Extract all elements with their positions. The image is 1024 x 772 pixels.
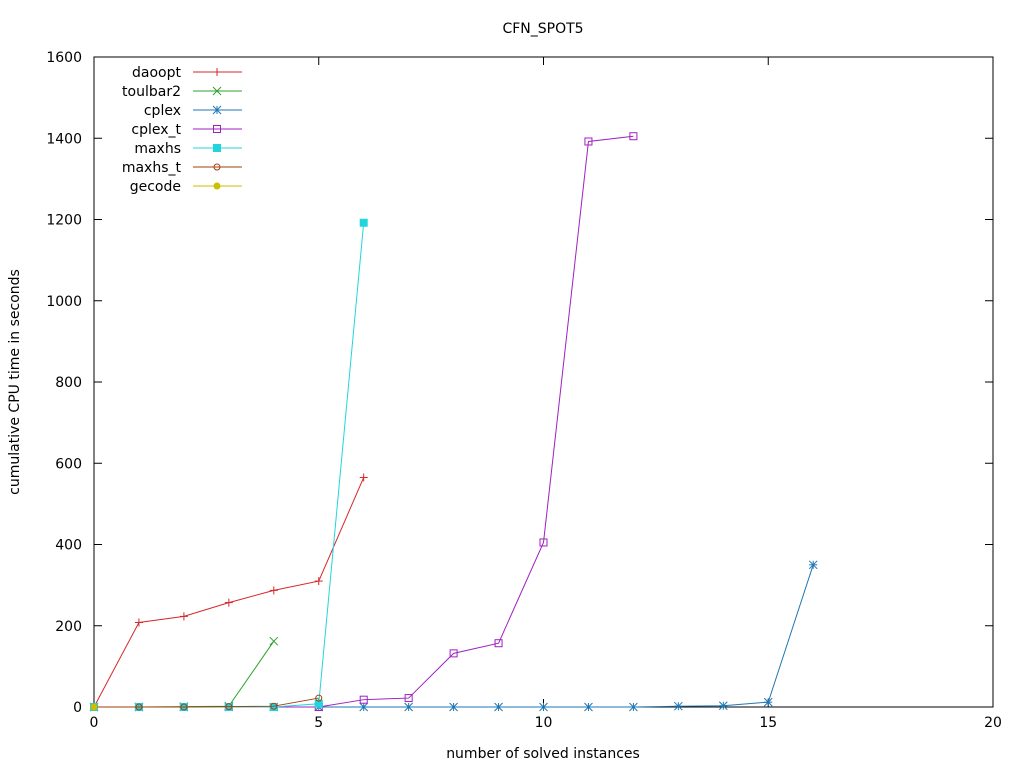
data-point-cplex xyxy=(808,560,818,570)
y-tick-label: 1400 xyxy=(46,131,82,147)
data-point-cplex_t xyxy=(494,639,503,648)
data-point-cplex_t xyxy=(584,137,593,146)
data-point-cplex_t xyxy=(449,649,458,658)
legend-marker-cplex_t xyxy=(213,125,221,133)
legend-marker-maxhs xyxy=(213,144,221,152)
y-tick-label: 200 xyxy=(55,619,82,635)
data-point-cplex_t xyxy=(404,694,413,703)
legend-label-cplex: cplex xyxy=(144,103,181,119)
x-tick-label: 20 xyxy=(984,715,1002,731)
legend-label-daoopt: daoopt xyxy=(132,65,181,81)
plot-frame xyxy=(93,56,994,708)
chart-title: CFN_SPOT5 xyxy=(502,21,583,37)
legend-label-cplex_t: cplex_t xyxy=(131,122,181,138)
x-tick-label: 0 xyxy=(90,715,99,731)
legend-marker-gecode xyxy=(213,182,221,190)
series-maxhs_t xyxy=(90,694,323,711)
legend-label-maxhs: maxhs xyxy=(134,141,181,157)
y-tick-label: 600 xyxy=(55,456,82,472)
x-axis-label: number of solved instances xyxy=(446,746,640,762)
series-toulbar2 xyxy=(89,636,279,712)
data-point-cplex xyxy=(629,702,638,712)
legend-label-toulbar2: toulbar2 xyxy=(122,84,181,100)
data-point-daoopt xyxy=(269,586,278,595)
legend-marker-cplex xyxy=(212,105,222,115)
data-point-maxhs_t xyxy=(180,703,188,711)
series-line-maxhs xyxy=(94,222,365,708)
y-tick-label: 400 xyxy=(55,538,82,554)
data-point-cplex xyxy=(673,701,683,711)
y-tick-label: 0 xyxy=(73,700,82,716)
y-tick-label: 1200 xyxy=(46,213,82,229)
data-point-cplex xyxy=(449,702,458,712)
data-point-gecode xyxy=(90,703,98,711)
series-line-toulbar2 xyxy=(94,640,275,708)
data-point-cplex xyxy=(539,702,548,712)
data-point-cplex xyxy=(584,702,593,712)
series-line-maxhs_t xyxy=(94,697,319,708)
data-point-daoopt xyxy=(179,612,188,621)
legend-label-gecode: gecode xyxy=(130,179,181,195)
y-axis-label: cumulative CPU time in seconds xyxy=(7,269,23,495)
data-point-cplex xyxy=(494,702,503,712)
data-point-cplex xyxy=(359,702,369,712)
data-point-maxhs_t xyxy=(135,703,143,711)
data-point-cplex_t xyxy=(539,538,548,547)
data-point-cplex xyxy=(763,697,773,707)
series-maxhs xyxy=(90,218,368,711)
data-point-daoopt xyxy=(314,577,323,586)
series-line-cplex xyxy=(94,564,814,708)
data-point-cplex_t xyxy=(359,695,368,704)
y-tick-label: 800 xyxy=(55,375,82,391)
legend-marker-maxhs_t xyxy=(213,163,221,171)
x-tick-label: 10 xyxy=(535,715,553,731)
legend-label-maxhs_t: maxhs_t xyxy=(122,160,182,176)
x-tick-label: 5 xyxy=(314,715,323,731)
data-point-cplex xyxy=(404,702,414,712)
series-line-daoopt xyxy=(93,477,365,708)
data-point-daoopt xyxy=(224,598,233,607)
x-tick-label: 15 xyxy=(759,715,777,731)
data-point-maxhs xyxy=(359,218,368,227)
legend-marker-toulbar2 xyxy=(212,86,222,96)
series-cplex xyxy=(89,560,818,712)
legend-marker-daoopt xyxy=(213,68,221,76)
data-point-toulbar2 xyxy=(269,636,279,646)
y-tick-label: 1000 xyxy=(46,294,82,310)
data-point-maxhs xyxy=(314,699,323,708)
data-point-cplex_t xyxy=(629,132,638,141)
data-point-cplex xyxy=(718,701,728,711)
series-layer xyxy=(89,132,818,712)
data-point-daoopt xyxy=(134,618,143,627)
series-gecode xyxy=(90,703,98,711)
series-daoopt xyxy=(90,473,368,711)
data-point-maxhs_t xyxy=(315,694,323,702)
data-point-maxhs_t xyxy=(225,703,233,711)
y-tick-label: 1600 xyxy=(46,50,82,66)
data-point-maxhs_t xyxy=(270,702,278,710)
data-point-daoopt xyxy=(359,473,368,482)
